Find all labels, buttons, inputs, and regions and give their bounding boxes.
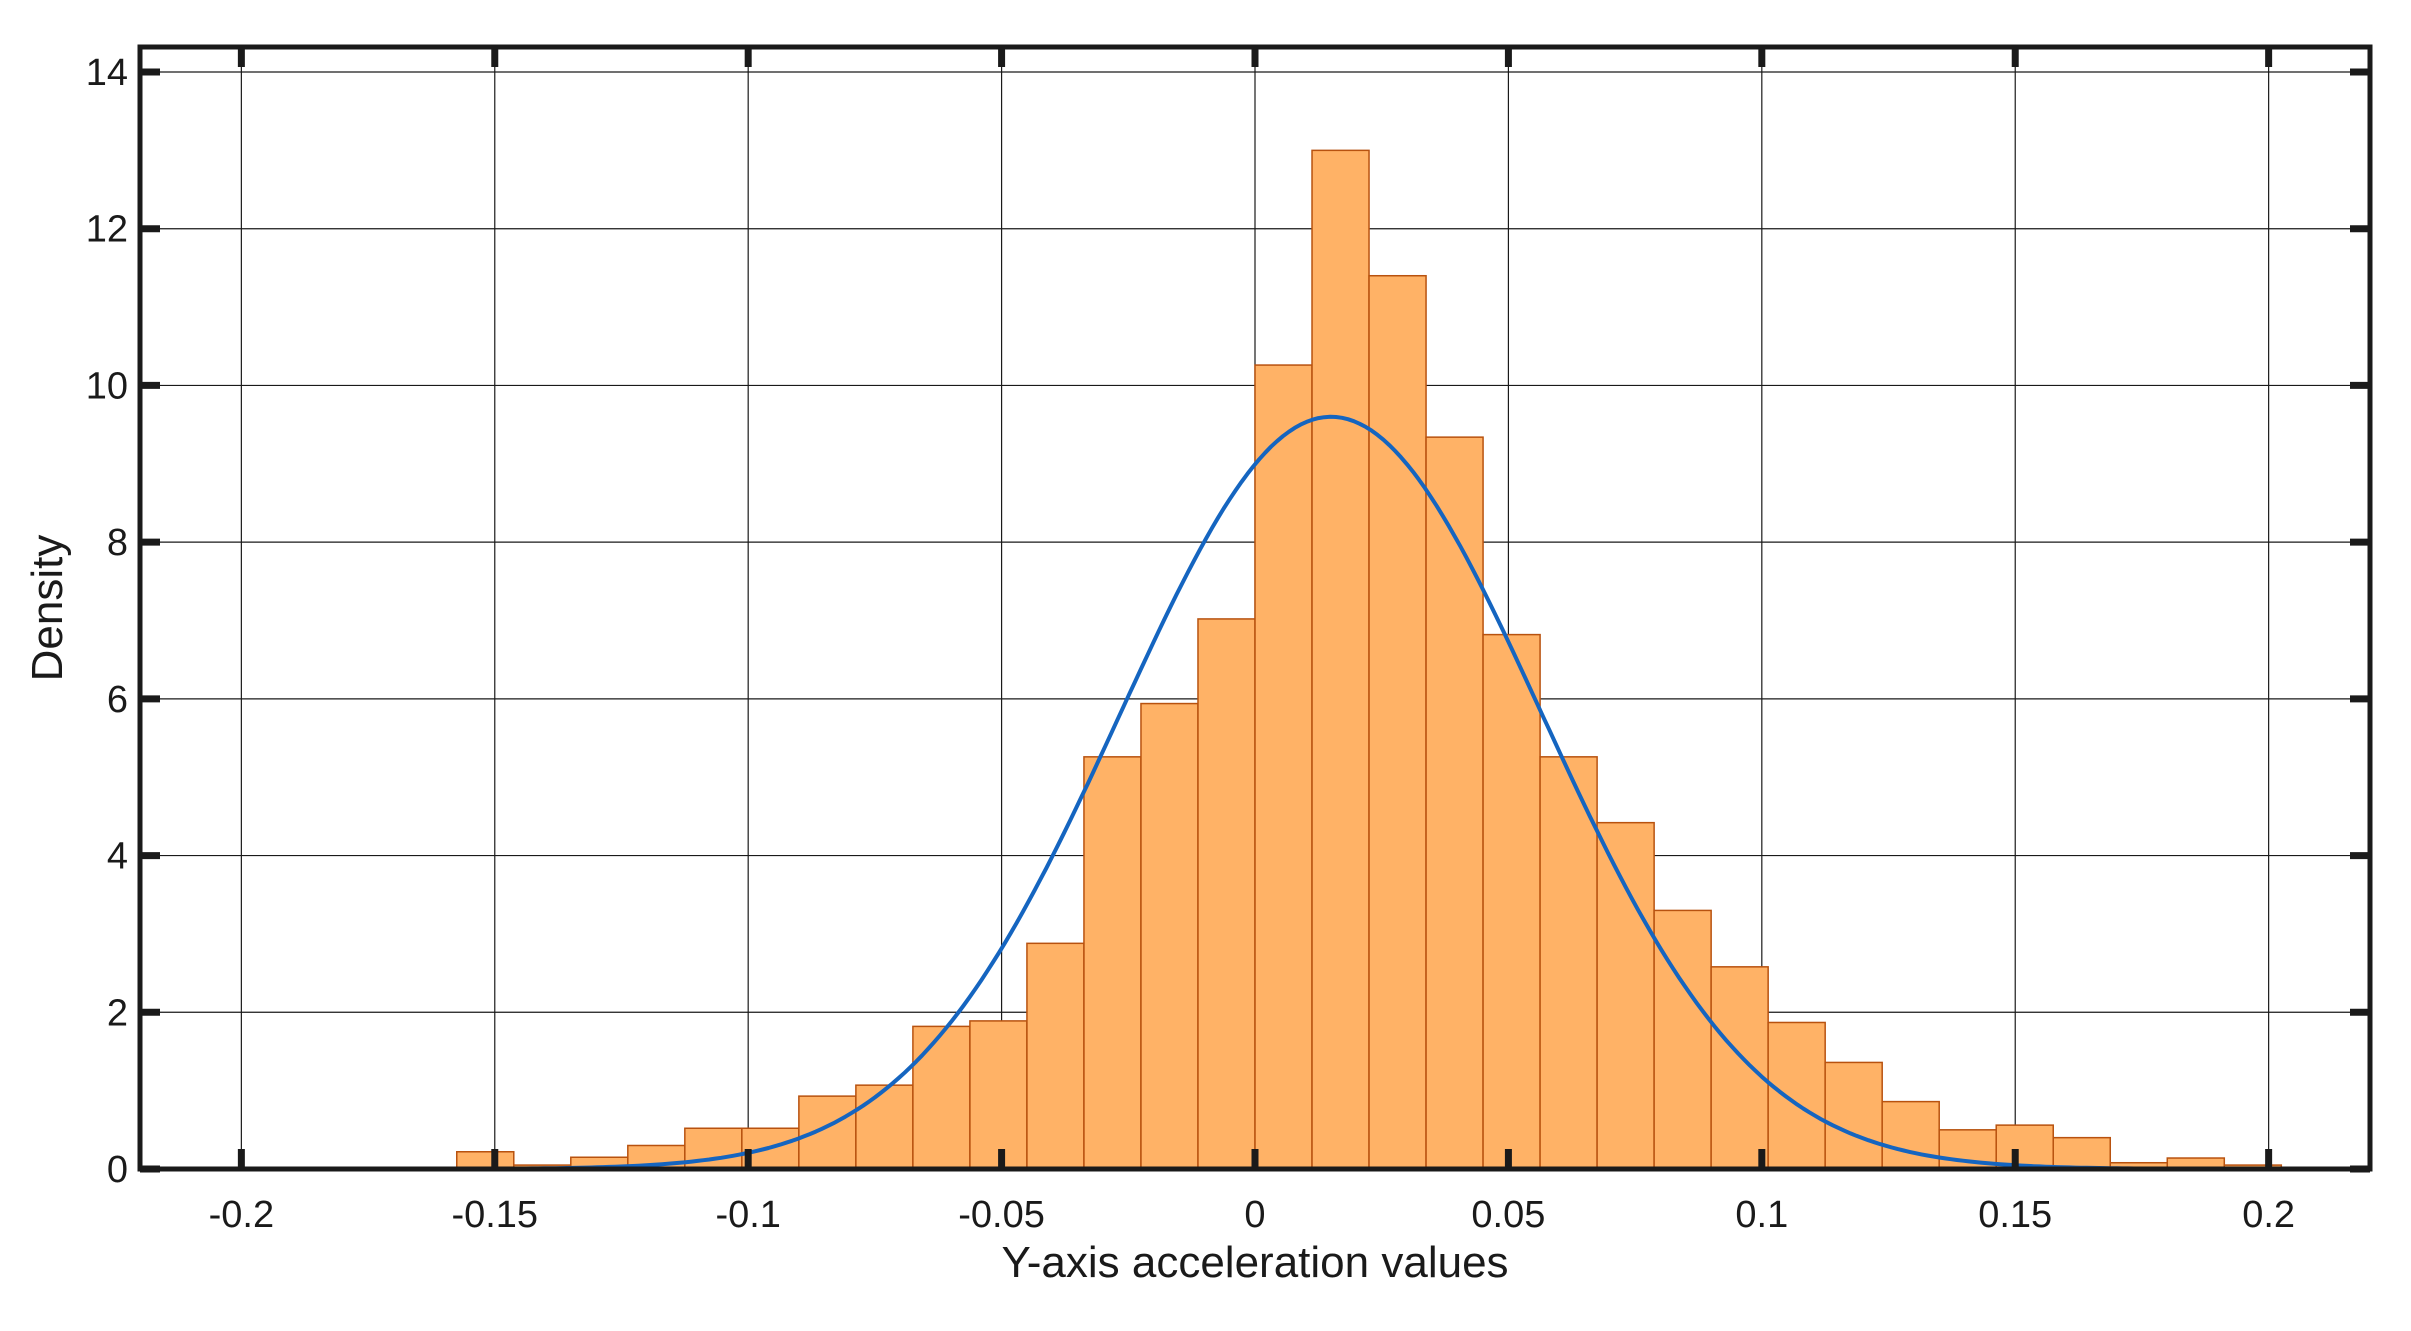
histogram-bar	[1368, 274, 1427, 1170]
histogram-bar	[798, 1095, 857, 1170]
x-tick-labels: -0.2 -0.15 -0.1 -0.05 0 0.05 0.1 0.15 0.2	[209, 1194, 2295, 1236]
y-tick-label: 6	[107, 679, 128, 721]
x-axis-title: Y-axis acceleration values	[1001, 1238, 1508, 1287]
x-tick-label: -0.1	[715, 1194, 780, 1236]
histogram-bar	[1767, 1021, 1826, 1170]
x-tick-label: 0.1	[1735, 1194, 1788, 1236]
x-tick-label: 0.05	[1471, 1194, 1545, 1236]
y-tick-label: 2	[107, 992, 128, 1034]
histogram-bar	[1710, 966, 1769, 1170]
fit-line	[520, 414, 2294, 1171]
histogram-bar	[1995, 1124, 2054, 1170]
histogram-bar	[456, 1151, 515, 1170]
histogram-bar	[1596, 821, 1655, 1170]
histogram-bar	[1197, 618, 1256, 1170]
histogram-bar	[1311, 149, 1370, 1170]
histogram-bar	[1425, 436, 1484, 1170]
histogram-bar	[1881, 1100, 1940, 1170]
y-tick-label: 4	[107, 836, 128, 878]
histogram-bar	[1140, 702, 1199, 1170]
x-tick-label: -0.05	[958, 1194, 1045, 1236]
y-tick-label: 8	[107, 522, 128, 564]
histogram-bars	[456, 149, 2283, 1170]
histogram-bar	[1824, 1061, 1883, 1170]
normal-fit-curve	[520, 414, 2294, 1171]
x-tick-label: 0.2	[2242, 1194, 2295, 1236]
histogram-bar	[1083, 756, 1142, 1170]
histogram-bar	[855, 1084, 914, 1170]
y-axis-title: Density	[23, 535, 72, 682]
y-tick-label: 12	[86, 209, 128, 251]
histogram-bar	[1482, 633, 1541, 1170]
histogram-bar	[912, 1025, 971, 1170]
y-tick-label: 0	[107, 1149, 128, 1191]
y-tick-label: 14	[86, 52, 128, 94]
x-tick-label: -0.15	[451, 1194, 538, 1236]
x-tick-label: 0.15	[1978, 1194, 2052, 1236]
axis-ticks	[140, 47, 2370, 1173]
histogram-bar	[1254, 364, 1313, 1170]
y-tick-label: 10	[86, 365, 128, 407]
x-tick-label: -0.2	[209, 1194, 274, 1236]
histogram-bar	[1539, 756, 1598, 1170]
histogram-bar	[1026, 942, 1085, 1170]
histogram-bar	[2052, 1136, 2112, 1170]
histogram-bar	[969, 1020, 1028, 1170]
x-tick-label: 0	[1244, 1194, 1265, 1236]
y-tick-labels: 0 2 4 6 8 10 12 14	[86, 52, 128, 1191]
